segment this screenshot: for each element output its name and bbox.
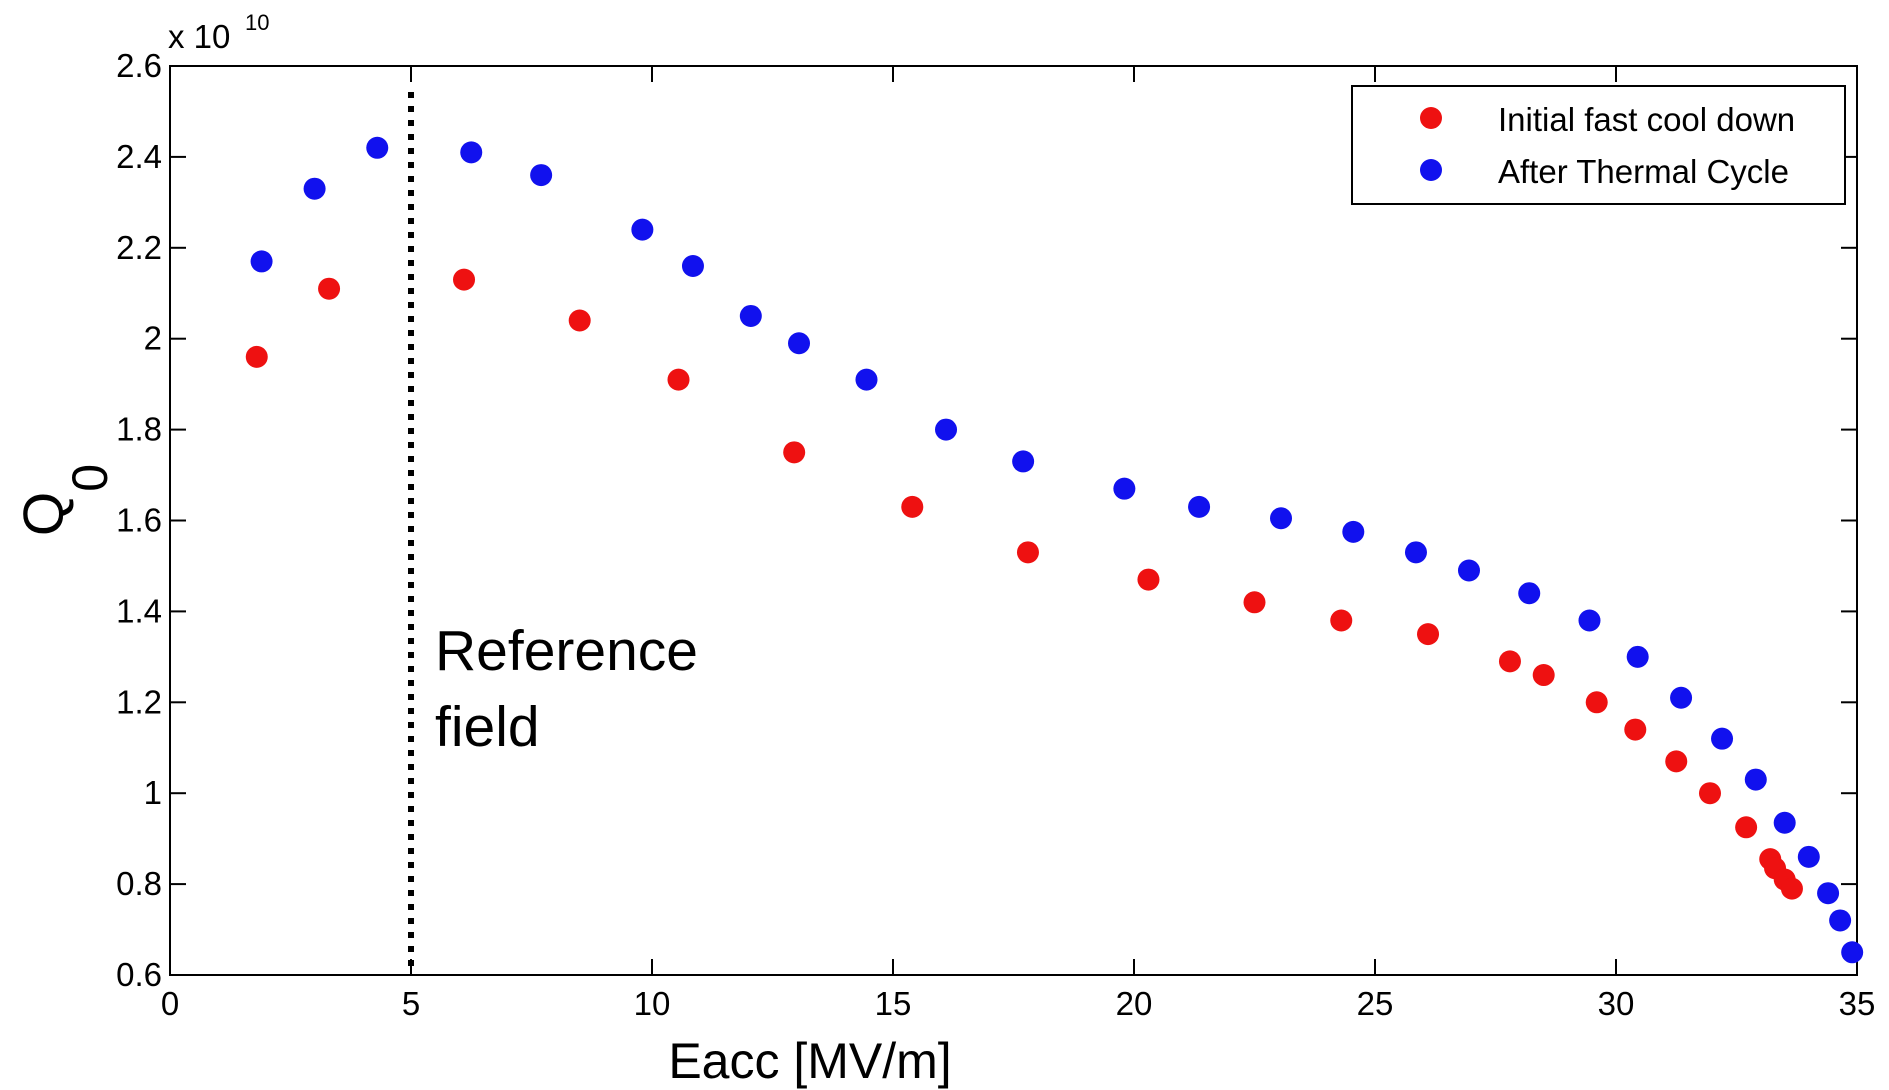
data-point xyxy=(318,277,341,300)
y-tick-label: 2.2 xyxy=(116,229,162,266)
data-point xyxy=(1735,816,1758,839)
data-point xyxy=(855,368,878,391)
data-point xyxy=(1016,541,1039,564)
data-point xyxy=(1404,541,1427,564)
legend: Initial fast cool down After Thermal Cycl… xyxy=(1351,85,1846,205)
data-point xyxy=(1457,559,1480,582)
data-point xyxy=(1243,591,1266,614)
x-tick-label: 15 xyxy=(875,985,912,1022)
data-point xyxy=(783,441,806,464)
data-point xyxy=(1829,909,1852,932)
data-point xyxy=(1113,477,1136,500)
legend-label: Initial fast cool down xyxy=(1498,101,1795,138)
data-point xyxy=(1518,582,1541,605)
y-tick-label: 1.4 xyxy=(116,592,162,629)
data-point xyxy=(1012,450,1035,473)
legend-marker xyxy=(1420,159,1442,181)
x-tick-label: 0 xyxy=(161,985,179,1022)
data-point xyxy=(788,332,811,355)
legend-label: After Thermal Cycle xyxy=(1498,153,1789,190)
x-axis-title: Eacc [MV/m] xyxy=(668,1033,951,1089)
data-point xyxy=(631,218,654,241)
data-point xyxy=(460,141,483,164)
data-point xyxy=(1578,609,1601,632)
y-tick-label: 0.8 xyxy=(116,865,162,902)
y-tick-label: 2.4 xyxy=(116,138,162,175)
x-tick-label: 10 xyxy=(634,985,671,1022)
data-point xyxy=(739,304,762,327)
data-point xyxy=(1665,750,1688,773)
x-tick-label: 25 xyxy=(1357,985,1394,1022)
data-point xyxy=(303,177,326,200)
y-tick-label: 1.2 xyxy=(116,683,162,720)
y-tick-label: 2 xyxy=(144,320,162,357)
data-point xyxy=(1137,568,1160,591)
y-tick-label: 1 xyxy=(144,774,162,811)
data-point xyxy=(1417,623,1440,646)
axis-ticks: 0 5 10 15 20 25 30 35 0.6 0.8 1 1.2 1.4 1.6 1.8 2 2.2 2.4… xyxy=(116,47,1875,1022)
y-axis-multiplier: x 10 xyxy=(168,18,230,55)
y-tick-label: 1.6 xyxy=(116,502,162,539)
data-point xyxy=(1270,507,1293,530)
y-tick-label: 1.8 xyxy=(116,411,162,448)
y-axis-title: Q0 xyxy=(12,464,118,536)
data-point xyxy=(1773,811,1796,834)
data-point xyxy=(1626,645,1649,668)
legend-marker xyxy=(1420,107,1442,129)
data-point xyxy=(453,268,476,291)
x-tick-label: 30 xyxy=(1598,985,1635,1022)
y-tick-label: 0.6 xyxy=(116,956,162,993)
y-axis-multiplier-exponent: 10 xyxy=(245,10,269,35)
data-point xyxy=(1670,686,1693,709)
x-tick-label: 35 xyxy=(1839,985,1876,1022)
data-point xyxy=(1780,877,1803,900)
data-point xyxy=(245,345,268,368)
data-point xyxy=(1817,882,1840,905)
y-tick-label: 2.6 xyxy=(116,47,162,84)
data-point xyxy=(1330,609,1353,632)
annotation-reference: Reference xyxy=(435,619,698,683)
data-point xyxy=(1624,718,1647,741)
data-point xyxy=(681,254,704,277)
data-point xyxy=(1841,941,1864,964)
data-point xyxy=(530,164,553,187)
x-tick-label: 20 xyxy=(1116,985,1153,1022)
data-point xyxy=(1342,520,1365,543)
data-point xyxy=(1585,691,1608,714)
data-point xyxy=(1188,495,1211,518)
data-point xyxy=(568,309,591,332)
data-point xyxy=(935,418,958,441)
annotation-field: field xyxy=(435,695,540,759)
data-point xyxy=(1744,768,1767,791)
legend-box xyxy=(1351,85,1846,205)
data-point xyxy=(1711,727,1734,750)
data-point xyxy=(366,136,389,159)
data-point xyxy=(1698,782,1721,805)
data-points xyxy=(245,136,1864,964)
data-point xyxy=(901,495,924,518)
data-point xyxy=(667,368,690,391)
data-point xyxy=(250,250,273,273)
data-point xyxy=(1498,650,1521,673)
x-tick-label: 5 xyxy=(402,985,420,1022)
data-point xyxy=(1797,845,1820,868)
data-point xyxy=(1532,664,1555,687)
